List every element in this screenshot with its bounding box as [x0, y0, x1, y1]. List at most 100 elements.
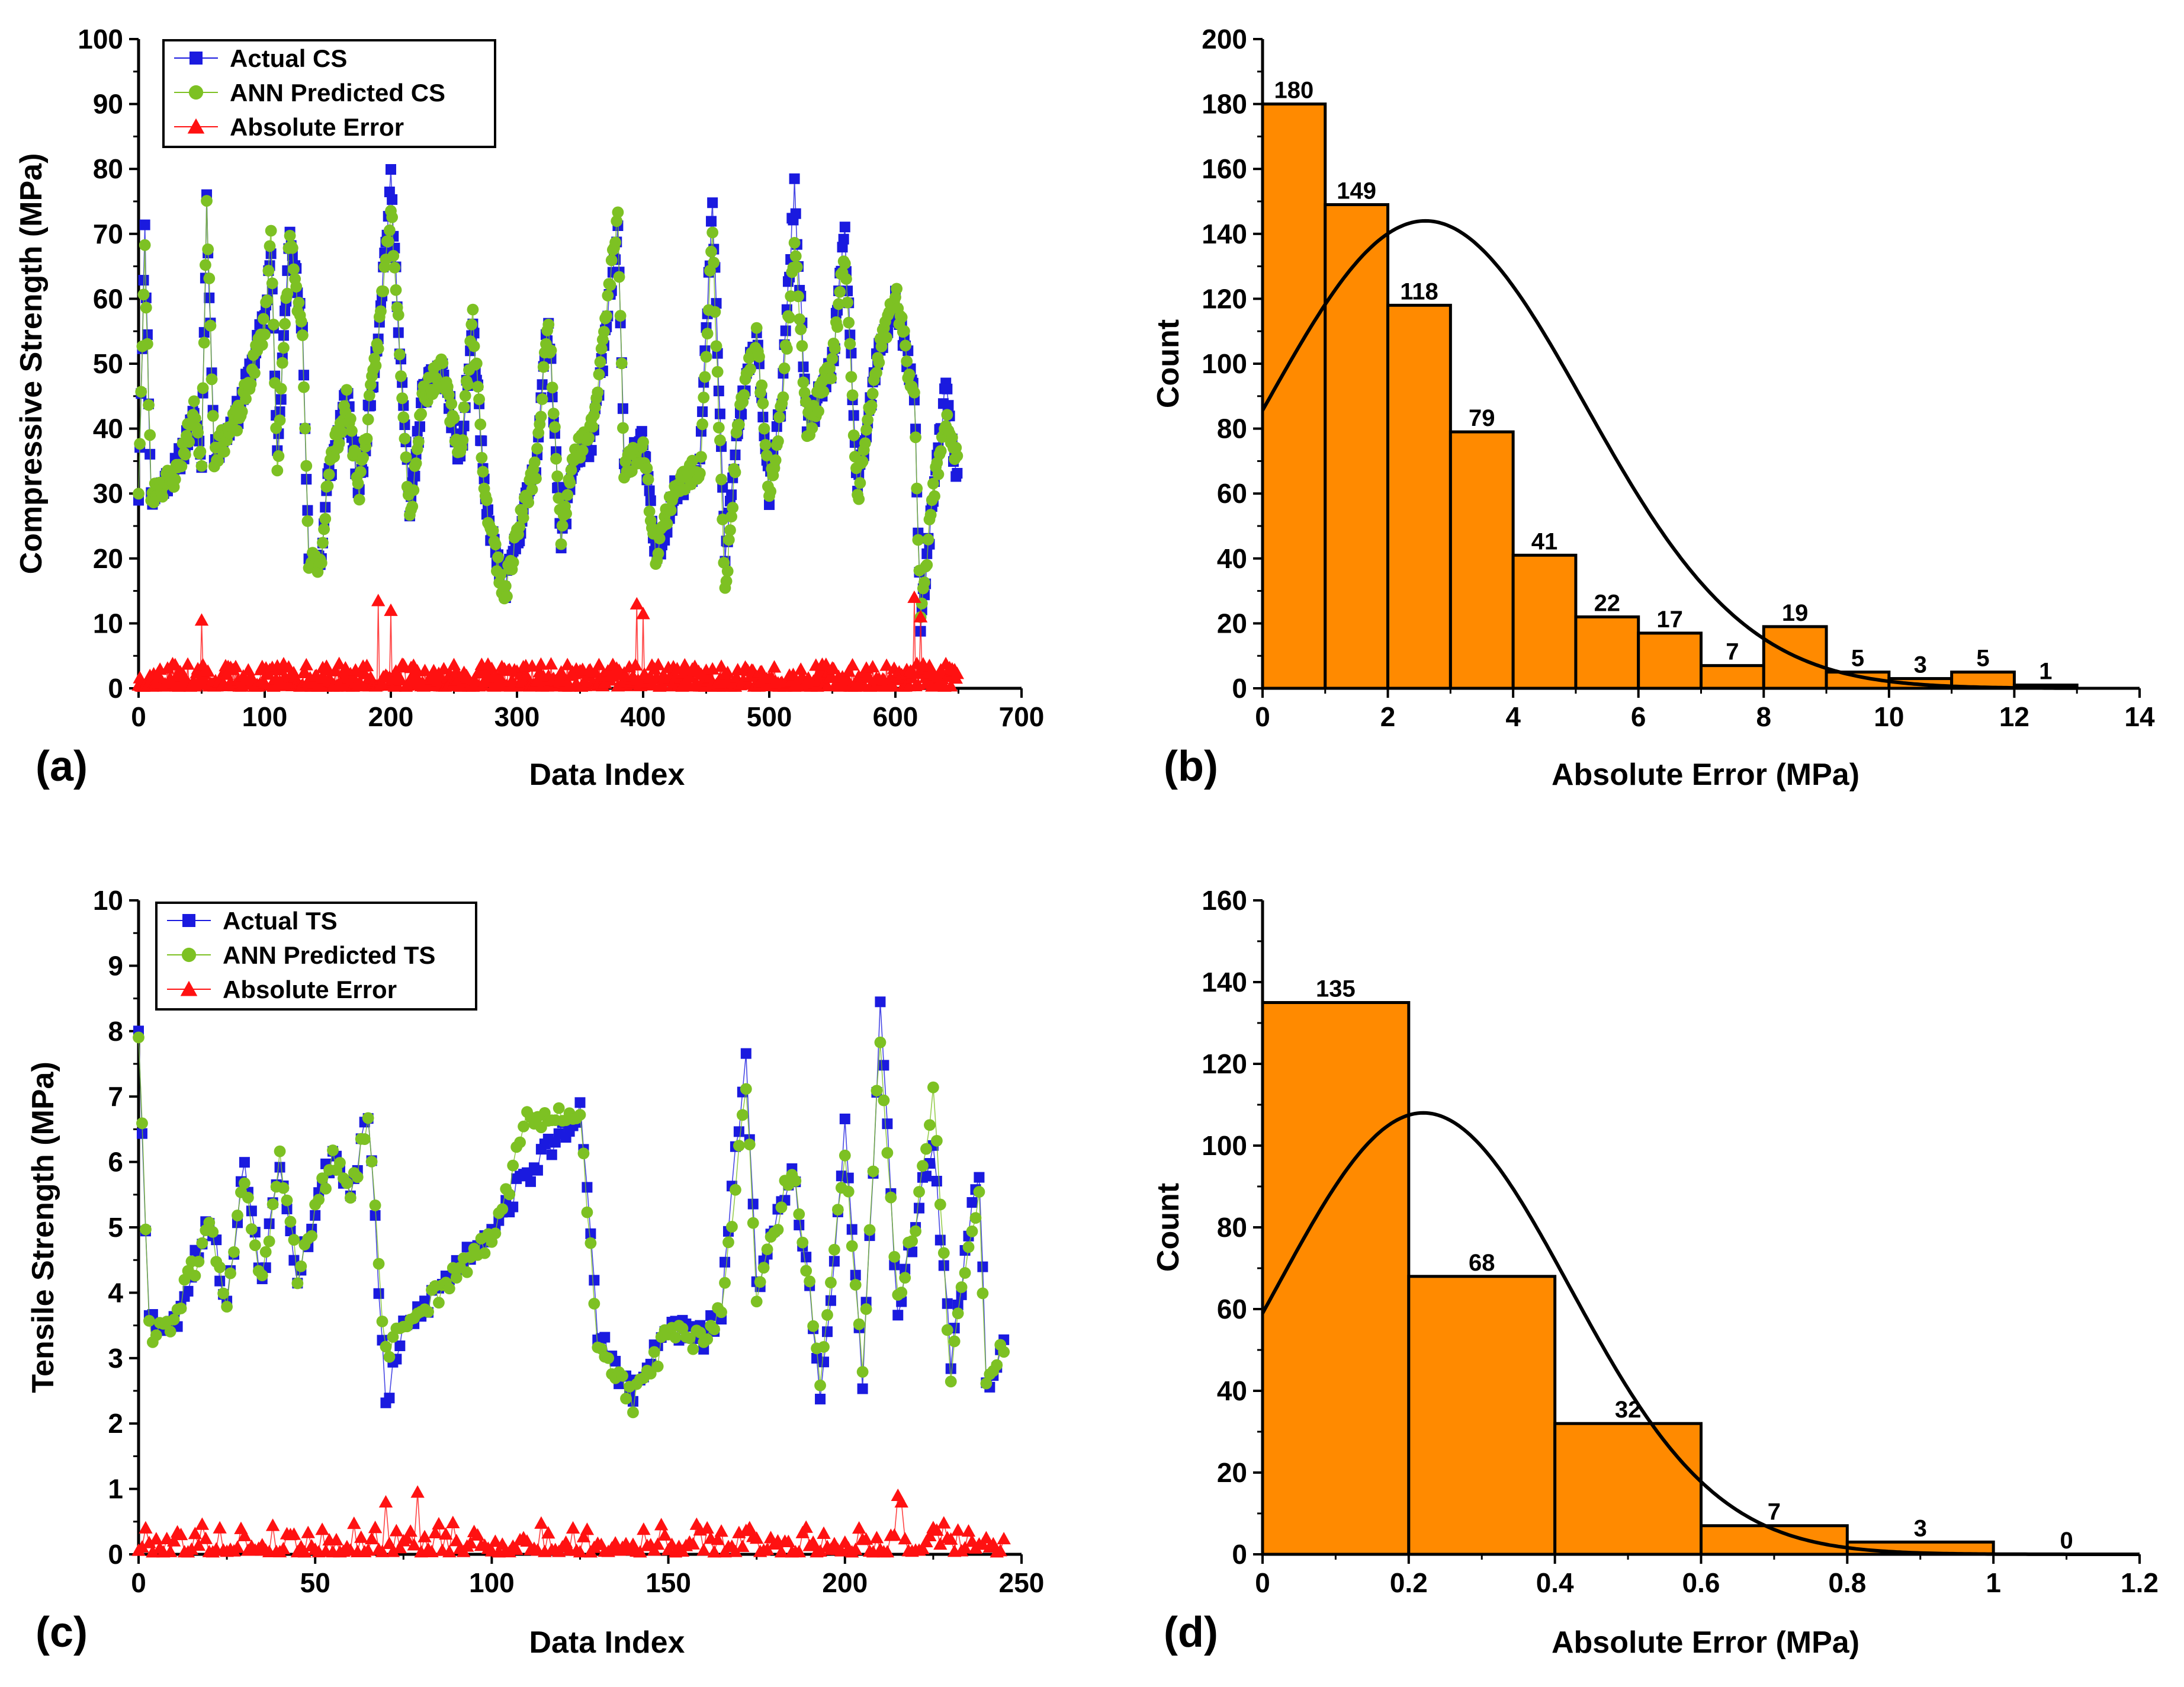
data-point	[818, 1356, 830, 1368]
data-point	[207, 410, 219, 422]
data-point	[880, 1545, 895, 1558]
data-point	[799, 1520, 813, 1533]
data-point	[924, 509, 937, 521]
data-point	[354, 466, 367, 478]
data-point	[358, 1133, 371, 1146]
x-tick-label: 1.2	[2121, 1567, 2159, 1598]
data-point	[276, 357, 288, 369]
data-point	[783, 312, 795, 324]
data-point	[721, 565, 734, 578]
data-point	[419, 1295, 431, 1307]
data-point	[824, 362, 836, 374]
data-point	[817, 386, 830, 398]
data-point	[604, 279, 616, 291]
data-point	[792, 290, 804, 303]
data-point	[376, 1315, 388, 1327]
data-point	[564, 477, 576, 489]
data-point	[310, 1210, 321, 1221]
data-point	[526, 483, 538, 496]
data-point	[788, 236, 801, 249]
legend-marker	[181, 947, 197, 963]
data-point	[959, 1267, 971, 1279]
data-point	[825, 1295, 836, 1306]
x-tick-label: 200	[822, 1567, 868, 1598]
panel-label: (a)	[36, 743, 88, 790]
bar-value-label: 149	[1337, 178, 1376, 204]
data-point	[826, 662, 841, 675]
data-point	[891, 283, 903, 295]
bar-value-label: 7	[1768, 1499, 1781, 1525]
data-point	[711, 1532, 725, 1545]
data-point	[974, 1172, 985, 1183]
data-point	[266, 1198, 279, 1210]
data-point	[204, 292, 215, 303]
histogram-bar	[1261, 1001, 1411, 1556]
data-point	[582, 1182, 593, 1193]
data-point	[726, 489, 737, 501]
data-point	[831, 321, 843, 333]
data-point	[592, 658, 606, 671]
data-point	[908, 386, 920, 399]
data-point	[845, 658, 860, 671]
data-point	[916, 1541, 930, 1554]
data-point	[240, 393, 252, 405]
y-tick-label: 60	[93, 283, 123, 314]
data-point	[142, 1535, 156, 1548]
data-point	[370, 360, 382, 372]
data-point	[288, 1234, 300, 1246]
data-point	[293, 297, 305, 309]
data-point	[714, 434, 726, 447]
data-point	[764, 499, 775, 510]
data-point	[921, 559, 933, 571]
data-point	[942, 1298, 953, 1309]
data-point	[628, 658, 643, 671]
data-point	[537, 361, 550, 373]
data-point	[790, 208, 801, 219]
data-point	[860, 1303, 872, 1315]
data-point	[875, 341, 888, 352]
data-point	[950, 1523, 965, 1536]
data-point	[834, 286, 846, 298]
data-point	[651, 1360, 664, 1372]
data-point	[249, 367, 261, 379]
data-point	[923, 1528, 937, 1541]
y-tick-label: 180	[1202, 89, 1247, 120]
data-point	[898, 1532, 912, 1545]
data-point	[753, 351, 765, 363]
data-point	[775, 1201, 788, 1214]
data-point	[442, 1545, 457, 1558]
data-point	[214, 1261, 226, 1274]
data-point	[726, 1221, 738, 1233]
data-point	[284, 1215, 297, 1228]
data-point	[856, 456, 869, 467]
data-point	[192, 426, 204, 439]
data-point	[361, 1543, 375, 1556]
data-point	[859, 437, 871, 450]
data-point	[275, 383, 287, 395]
y-tick-label: 0	[108, 1539, 123, 1570]
data-point	[212, 455, 224, 467]
data-point	[794, 662, 808, 675]
data-point	[406, 501, 419, 512]
data-point	[584, 1237, 597, 1249]
data-point	[249, 1239, 261, 1252]
data-point	[203, 272, 216, 284]
data-point	[463, 1536, 478, 1549]
data-point	[781, 342, 793, 355]
data-point	[921, 548, 933, 559]
data-point	[365, 400, 376, 411]
x-tick-label: 100	[469, 1567, 515, 1598]
data-point	[842, 1185, 855, 1198]
data-point	[556, 519, 569, 532]
data-point	[476, 435, 487, 447]
data-point	[778, 362, 791, 374]
data-point	[494, 568, 507, 580]
histogram-bar	[1407, 1275, 1557, 1556]
data-point	[910, 1225, 921, 1237]
legend-entry: ANN Predicted CS	[230, 79, 445, 107]
data-point	[592, 386, 604, 399]
data-point	[730, 449, 741, 460]
data-point	[772, 435, 784, 447]
data-point	[598, 326, 610, 338]
y-tick-label: 60	[1217, 478, 1247, 509]
